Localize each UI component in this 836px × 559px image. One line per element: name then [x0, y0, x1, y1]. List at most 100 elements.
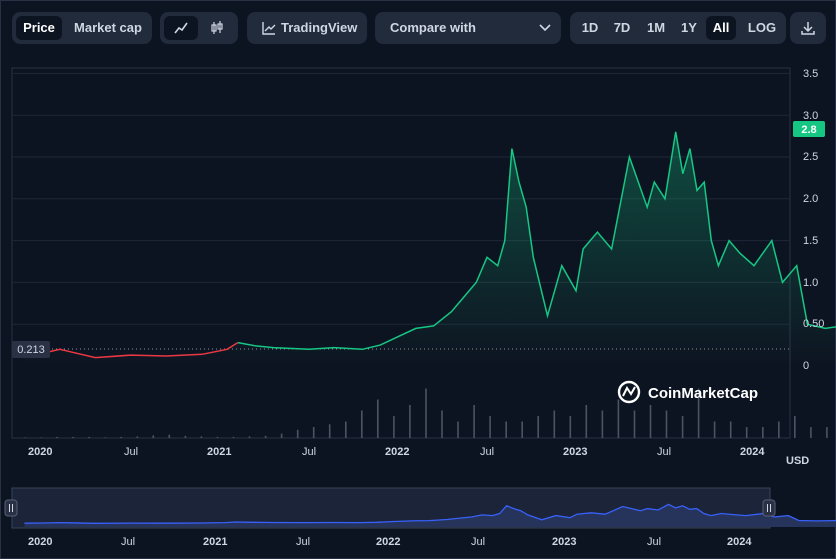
volume-bar [361, 410, 363, 438]
y-tick: 3.0 [803, 110, 819, 122]
volume-bar [264, 435, 267, 438]
volume-bar [665, 410, 668, 438]
chart-icon [262, 22, 276, 35]
volume-bar [168, 434, 171, 438]
market-cap-tab[interactable]: Market cap [74, 20, 142, 35]
volume-bar [232, 436, 235, 438]
volume-bar [328, 424, 331, 439]
volume-bar [441, 410, 443, 438]
download-icon [801, 22, 815, 35]
x-tick: Jul [124, 446, 139, 458]
y-tick: 1.0 [803, 277, 819, 289]
current-price-badge [793, 121, 825, 137]
volume-bar [345, 421, 347, 438]
volume-bar [248, 436, 251, 438]
range-1y[interactable]: 1Y [681, 20, 697, 35]
volume-bar [521, 421, 523, 438]
currency-label: USD [786, 455, 810, 467]
volume-bar [697, 388, 700, 438]
volume-bar [457, 421, 459, 438]
x-tick: 2020 [28, 446, 53, 458]
volume-bar [24, 437, 26, 438]
y-tick: 3.5 [803, 68, 819, 80]
volume-bar [72, 436, 74, 438]
volume-bar [312, 427, 315, 438]
y-tick: 2.5 [803, 151, 819, 163]
volume-bar [184, 435, 187, 438]
volume-bar [537, 416, 539, 438]
tradingview-label: TradingView [281, 20, 358, 35]
volume-bar [280, 433, 283, 438]
volume-bar [136, 436, 139, 438]
volume-bar [200, 436, 203, 438]
volume-bar [377, 399, 379, 438]
plot-area [11, 67, 791, 439]
volume-bar [88, 436, 90, 438]
y-tick: 0.50 [803, 318, 825, 330]
volume-bar [713, 421, 716, 438]
volume-bar [729, 421, 732, 438]
volume-bar [296, 429, 299, 439]
nav-x-tick: 2020 [28, 536, 53, 548]
volume-bar [569, 416, 572, 438]
chart-type-toggle [160, 12, 238, 44]
chevron-down-icon [539, 24, 551, 32]
price-area [24, 131, 836, 366]
volume-bar [745, 427, 748, 438]
y-tick: 2.0 [803, 193, 819, 205]
x-tick: Jul [302, 446, 317, 458]
volume-bar [393, 416, 395, 438]
nav-x-tick: Jul [471, 536, 486, 548]
price-tab[interactable]: Price [16, 16, 62, 40]
nav-x-tick: Jul [647, 536, 662, 548]
range-selector: 1D 7D 1M 1Y All LOG [570, 12, 786, 44]
x-tick: 2021 [207, 446, 232, 458]
range-1m[interactable]: 1M [646, 20, 666, 35]
range-all[interactable]: All [706, 16, 736, 40]
nav-x-tick: 2023 [552, 536, 577, 548]
volume-bars [24, 388, 828, 439]
volume-bar [601, 410, 604, 438]
log-toggle[interactable]: LOG [747, 20, 777, 35]
candlestick-icon [211, 21, 223, 34]
price-line-below-start [24, 341, 239, 359]
x-tick: 2024 [740, 446, 765, 458]
y-tick: 0 [803, 360, 810, 372]
range-1d[interactable]: 1D [581, 20, 599, 35]
x-tick: Jul [480, 446, 495, 458]
volume-bar [152, 435, 155, 439]
volume-bar [810, 427, 812, 438]
x-tick: Jul [657, 446, 672, 458]
coinmarketcap-logo: CoinMarketCap [617, 380, 758, 404]
watermark-text: CoinMarketCap [648, 385, 758, 402]
volume-bar [762, 427, 764, 438]
volume-bar [104, 437, 106, 438]
nav-x-tick: Jul [296, 536, 311, 548]
nav-x-tick: Jul [121, 536, 136, 548]
compare-dropdown[interactable]: Compare with [375, 12, 561, 44]
volume-bar [794, 416, 796, 438]
line-chart-icon [174, 22, 188, 34]
volume-bar [56, 436, 58, 438]
volume-bar [778, 421, 780, 438]
volume-bar [505, 421, 507, 438]
current-price-label: 2.8 [801, 124, 816, 136]
volume-bar [553, 410, 556, 438]
metric-toggle: Price Market cap [12, 12, 152, 44]
download-button[interactable] [790, 12, 826, 44]
start-price-badge [12, 341, 50, 358]
x-tick: 2022 [385, 446, 410, 458]
tradingview-button[interactable]: TradingView [247, 12, 367, 44]
nav-x-tick: 2022 [376, 536, 401, 548]
nav-x-tick: 2024 [727, 536, 752, 548]
y-tick: 1.5 [803, 235, 819, 247]
volume-bar [649, 405, 652, 438]
volume-bar [216, 436, 219, 438]
candlestick-button[interactable] [200, 16, 234, 40]
volume-bar [585, 405, 588, 438]
price-line-above-start [237, 131, 836, 351]
price-chart[interactable]: 2.8 0.213 CoinMarketCap [0, 0, 836, 470]
compare-label: Compare with [390, 20, 476, 35]
range-7d[interactable]: 7D [613, 20, 631, 35]
line-chart-button[interactable] [164, 16, 198, 40]
